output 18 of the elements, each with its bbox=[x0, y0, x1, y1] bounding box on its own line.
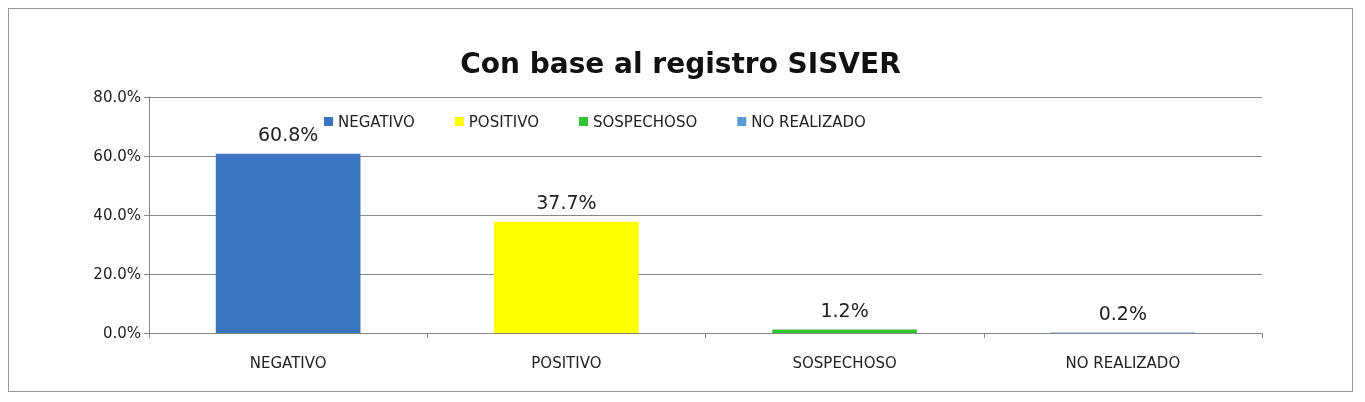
data-label: 1.2% bbox=[820, 298, 869, 321]
x-tick-label: NO REALIZADO bbox=[1065, 353, 1181, 372]
y-tick-label: 20.0% bbox=[93, 265, 141, 283]
x-tick-label: POSITIVO bbox=[531, 353, 602, 372]
legend-label: NEGATIVO bbox=[338, 112, 415, 131]
legend-label: POSITIVO bbox=[468, 112, 540, 131]
y-tick-label: 60.0% bbox=[93, 147, 141, 165]
y-tick-label: 80.0% bbox=[93, 88, 141, 106]
x-tick-label: NEGATIVO bbox=[249, 353, 327, 372]
legend-label: SOSPECHOSO bbox=[593, 112, 698, 131]
y-tick-label: 0.0% bbox=[102, 324, 141, 342]
legend-label: NO REALIZADO bbox=[751, 112, 866, 131]
x-tick-label: SOSPECHOSO bbox=[792, 353, 897, 372]
chart-title: Con base al registro SISVER bbox=[460, 46, 901, 80]
data-label: 0.2% bbox=[1098, 301, 1148, 324]
data-label: 37.7% bbox=[536, 191, 597, 214]
y-tick-label: 40.0% bbox=[93, 206, 141, 224]
data-label: 60.8% bbox=[257, 123, 319, 146]
